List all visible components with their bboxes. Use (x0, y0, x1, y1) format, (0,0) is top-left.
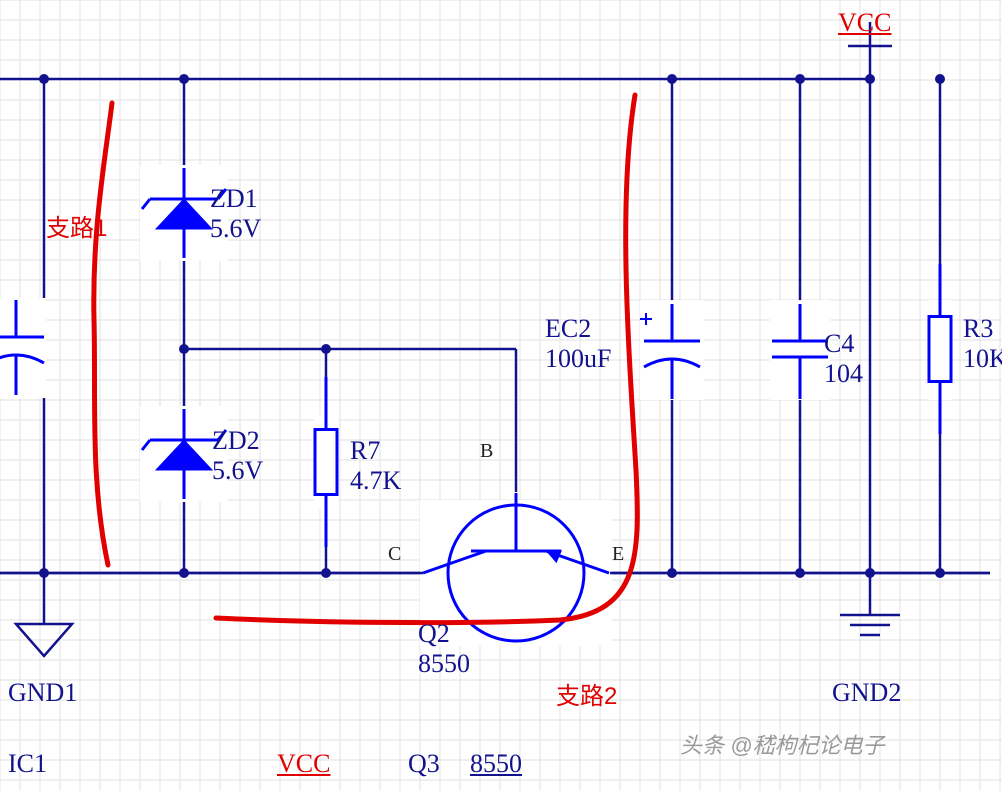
junction (179, 344, 189, 354)
annotation-branch2-label: 支路2 (556, 676, 617, 711)
annotation-branch1-label: 支路1 (46, 208, 107, 243)
r7-val: 4.7K (350, 466, 401, 496)
junction (865, 74, 875, 84)
vcc-label: VCC (838, 8, 891, 38)
junction (667, 568, 677, 578)
gnd1-label: GND1 (8, 678, 77, 708)
junction (39, 568, 49, 578)
junction (865, 568, 875, 578)
junction (39, 74, 49, 84)
junction (795, 568, 805, 578)
zd1-ref: ZD1 (210, 184, 258, 214)
zd2-val: 5.6V (212, 456, 263, 486)
junction (321, 344, 331, 354)
junction (935, 568, 945, 578)
junction (321, 568, 331, 578)
r7-ref: R7 (350, 436, 380, 466)
junction (179, 74, 189, 84)
q2-val: 8550 (418, 649, 470, 679)
junction (667, 74, 677, 84)
c4-ref: C4 (824, 329, 854, 359)
r3-val: 10K (963, 344, 1002, 374)
q2-pin-e: E (612, 543, 624, 566)
junction (179, 568, 189, 578)
zd2-ref: ZD2 (212, 426, 260, 456)
junction (935, 74, 945, 84)
q2-ref: Q2 (418, 619, 450, 649)
zd1-val: 5.6V (210, 214, 261, 244)
ec2-val: 100uF (545, 344, 611, 374)
watermark: 头条 @嵇枸杞论电子 (680, 728, 884, 760)
bottom-q3v: 8550 (470, 749, 522, 779)
q2-pin-b: B (480, 440, 493, 463)
bottom-vcc_b: VCC (277, 749, 330, 779)
bottom-ic1: IC1 (8, 749, 47, 779)
bottom-q3: Q3 (408, 749, 440, 779)
q2-pin-c: C (388, 543, 401, 566)
gnd2-label: GND2 (832, 678, 901, 708)
ec2-ref: EC2 (545, 314, 591, 344)
r3-ref: R3 (963, 314, 993, 344)
junction (795, 74, 805, 84)
c4-val: 104 (824, 359, 863, 389)
